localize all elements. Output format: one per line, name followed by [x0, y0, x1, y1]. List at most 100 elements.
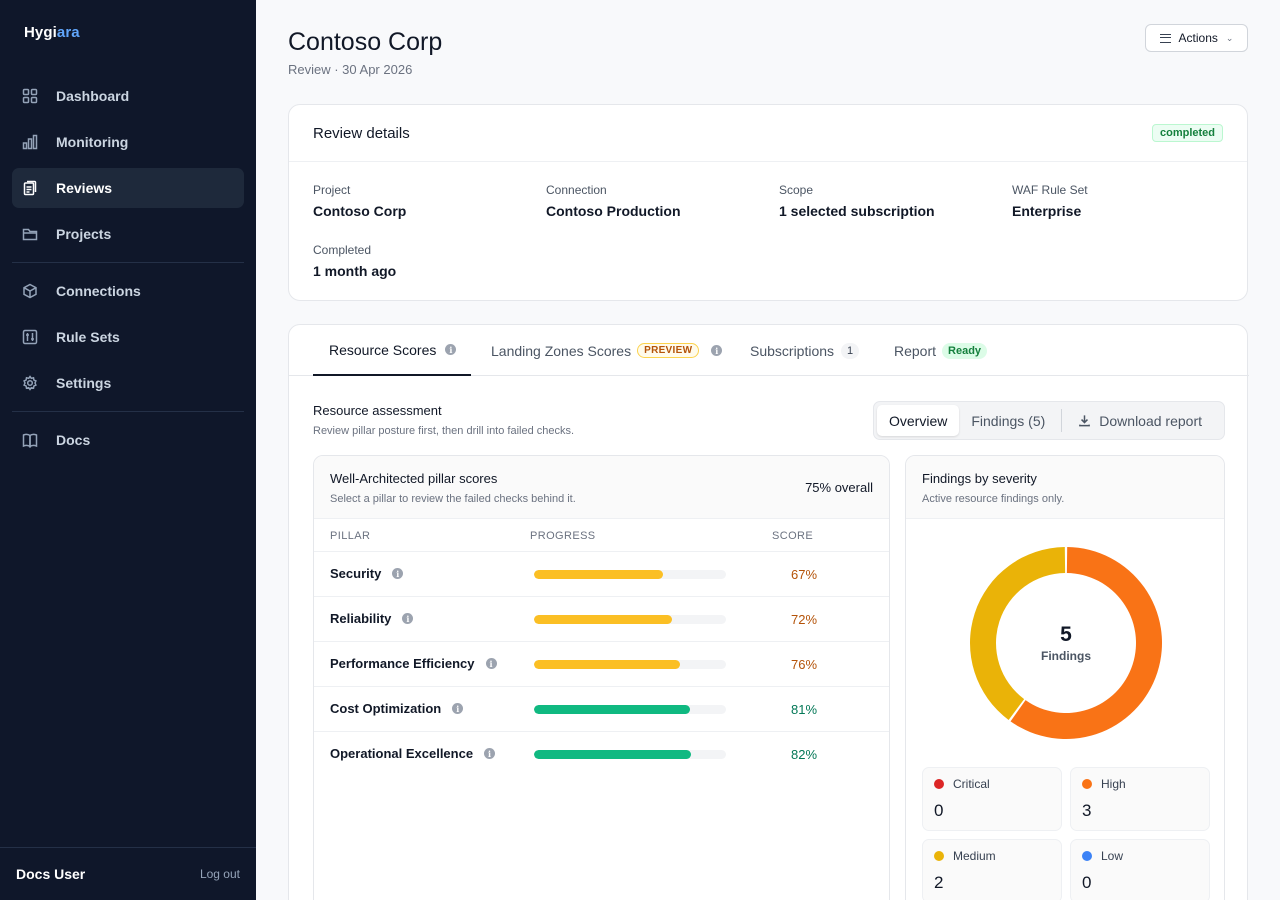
pillar-name-text: Cost Optimization	[330, 701, 442, 716]
findings-total: 5	[1060, 623, 1072, 646]
info-icon[interactable]: i	[485, 658, 497, 669]
pillar-name-text: Operational Excellence	[330, 746, 474, 761]
field-value: 1 month ago	[313, 263, 397, 279]
segment-divider	[1061, 409, 1063, 432]
status-badge: completed	[1151, 124, 1223, 142]
clipboard-icon	[22, 180, 38, 196]
field-label: Completed	[313, 243, 372, 257]
sidebar-item-rule-sets[interactable]: Rule Sets	[12, 317, 244, 357]
pillar-row[interactable]: Security i 67%	[314, 551, 889, 596]
pillar-progress-fill	[534, 750, 692, 759]
pillar-row[interactable]: Reliability i 72%	[314, 596, 889, 641]
pillar-name: Cost Optimization i	[330, 701, 464, 716]
brand-name-part2: ara	[56, 24, 80, 41]
info-icon[interactable]: i	[452, 703, 464, 714]
logout-link[interactable]: Log out	[199, 867, 240, 881]
actions-button[interactable]: Actions ⌄	[1145, 24, 1248, 52]
field-label: Connection	[546, 183, 607, 197]
sidebar-item-monitoring[interactable]: Monitoring	[12, 122, 244, 162]
assessment-title: Resource assessment	[313, 403, 442, 418]
pillar-progress-bar	[534, 750, 726, 759]
donut-slice-medium[interactable]	[970, 547, 1066, 720]
bar-chart-icon	[22, 134, 38, 150]
sidebar-item-label: Reviews	[56, 180, 113, 196]
actions-label: Actions	[1178, 31, 1218, 45]
tab-resource-scores[interactable]: Resource Scores i	[313, 325, 471, 376]
sidebar-item-settings[interactable]: Settings	[12, 363, 244, 403]
ready-badge: Ready	[942, 342, 988, 359]
severity-medium: Medium 2	[922, 839, 1062, 900]
folder-icon	[22, 226, 38, 242]
tab-landing-zones-scores[interactable]: Landing Zones Scores PREVIEW i	[491, 325, 723, 376]
severity-high: High 3	[1070, 767, 1210, 831]
count-badge: 1	[841, 342, 860, 359]
field-project: Project Contoso Corp	[313, 183, 406, 219]
pillar-row[interactable]: Performance Efficiency i 76%	[314, 641, 889, 686]
sidebar-item-projects[interactable]: Projects	[12, 214, 244, 254]
donut-slice-high[interactable]	[1010, 547, 1162, 739]
pillar-name: Security i	[330, 566, 404, 581]
overview-button[interactable]: Overview	[877, 405, 960, 436]
severity-label: Medium	[953, 849, 996, 863]
medium-dot	[934, 851, 944, 861]
overall-score: 75% overall	[805, 480, 873, 495]
info-icon[interactable]: i	[402, 613, 414, 624]
brand-logo[interactable]: Hygiara	[24, 24, 80, 41]
column-header-progress: PROGRESS	[530, 530, 596, 542]
tab-subscriptions[interactable]: Subscriptions 1	[750, 325, 860, 376]
pillar-name: Performance Efficiency i	[330, 656, 497, 671]
assessment-subtitle: Review pillar posture first, then drill …	[313, 425, 575, 437]
pillar-row[interactable]: Cost Optimization i 81%	[314, 686, 889, 731]
tab-label: Resource Scores	[329, 341, 437, 358]
sidebar-item-label: Dashboard	[56, 88, 130, 104]
pillar-progress-bar	[534, 570, 726, 579]
sidebar-divider	[12, 411, 244, 412]
info-icon[interactable]: i	[445, 344, 457, 355]
sidebar-item-docs[interactable]: Docs	[12, 420, 244, 460]
tab-label: Report	[894, 342, 937, 359]
field-scope: Scope 1 selected subscription	[779, 183, 935, 219]
pillar-name-text: Performance Efficiency	[330, 656, 475, 671]
pillar-progress-fill	[534, 570, 663, 579]
sidebar: Hygiara Dashboard Monitoring Reviews Pro…	[0, 0, 256, 900]
findings-button[interactable]: Findings (5)	[971, 412, 1046, 429]
field-connection: Connection Contoso Production	[546, 183, 681, 219]
column-header-score: SCORE	[772, 530, 814, 542]
severity-count: 0	[934, 801, 944, 820]
gear-icon	[22, 375, 38, 391]
pillar-name: Operational Excellence i	[330, 746, 496, 761]
brand-name-part1: Hygi	[24, 24, 57, 41]
field-label: Project	[313, 183, 351, 197]
pillar-name-text: Security	[330, 566, 382, 581]
severity-donut-chart: 5 Findings	[968, 545, 1164, 741]
high-dot	[1082, 779, 1092, 789]
book-icon	[22, 432, 38, 448]
pillar-score: 81%	[791, 702, 818, 717]
page-title: Contoso Corp	[288, 28, 443, 56]
severity-count: 2	[934, 873, 944, 892]
severity-count: 3	[1082, 801, 1092, 820]
severity-label: High	[1101, 777, 1126, 791]
sidebar-item-label: Projects	[56, 226, 112, 242]
review-details-title: Review details	[313, 124, 410, 142]
pillar-progress-bar	[534, 660, 726, 669]
info-icon[interactable]: i	[484, 748, 496, 759]
info-icon[interactable]: i	[392, 568, 404, 579]
sidebar-item-reviews[interactable]: Reviews	[12, 168, 244, 208]
download-report-button[interactable]: Download report	[1066, 405, 1214, 436]
pillar-score: 82%	[791, 747, 818, 762]
pillar-score: 72%	[791, 612, 818, 627]
sidebar-footer: Docs User Log out	[0, 847, 256, 900]
info-icon[interactable]: i	[711, 345, 723, 356]
sidebar-item-dashboard[interactable]: Dashboard	[12, 76, 244, 116]
grid-icon	[22, 88, 38, 104]
chevron-down-icon: ⌄	[1225, 32, 1234, 43]
sidebar-item-label: Rule Sets	[56, 329, 120, 345]
severity-critical: Critical 0	[922, 767, 1062, 831]
sidebar-item-connections[interactable]: Connections	[12, 271, 244, 311]
tab-report[interactable]: Report Ready	[894, 325, 988, 376]
pillar-row[interactable]: Operational Excellence i 82%	[314, 731, 889, 776]
sliders-icon	[22, 329, 38, 345]
field-value: 1 selected subscription	[779, 203, 935, 219]
pillar-name: Reliability i	[330, 611, 414, 626]
